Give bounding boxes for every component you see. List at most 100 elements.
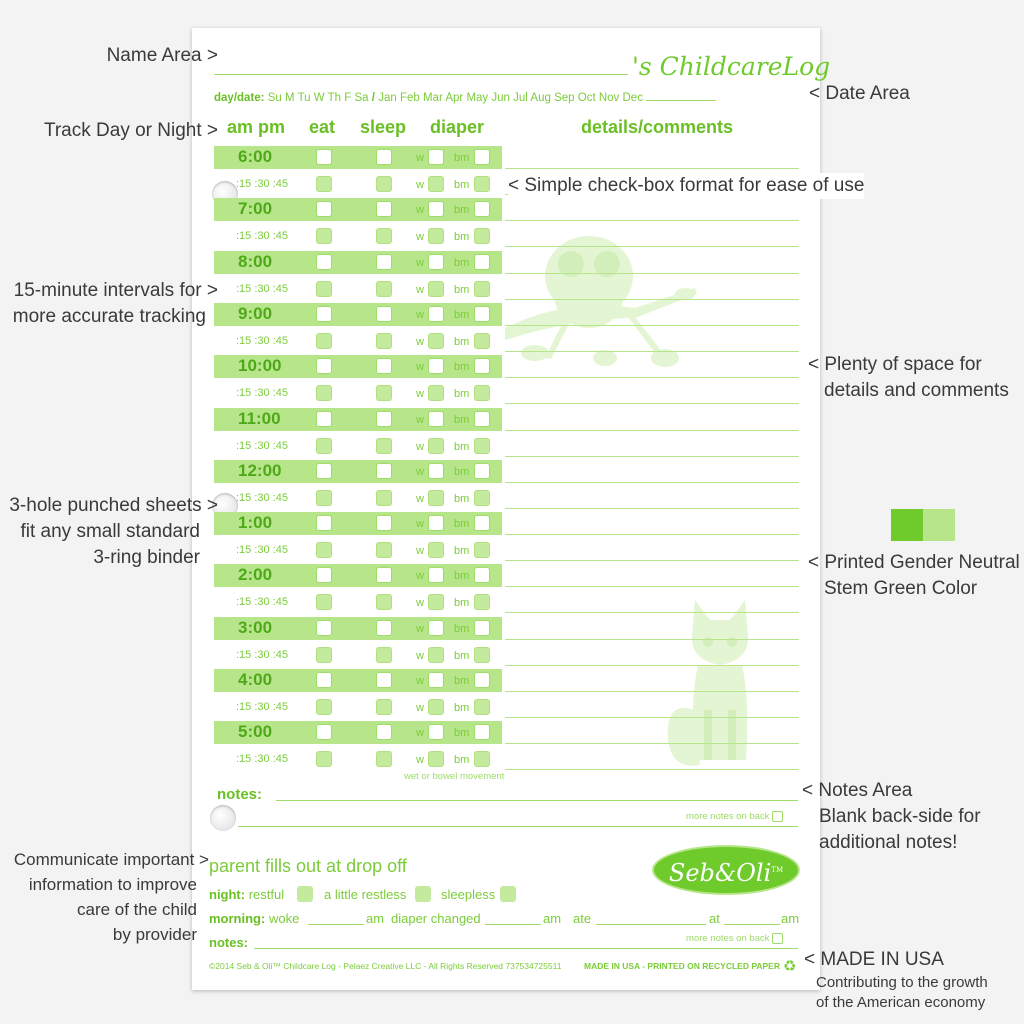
eat-quarter-checkbox[interactable] xyxy=(316,699,332,715)
details-line[interactable] xyxy=(505,769,799,771)
w-quarter-checkbox[interactable] xyxy=(428,542,444,559)
bm-quarter-checkbox[interactable] xyxy=(474,385,490,402)
eat-checkbox[interactable] xyxy=(316,462,332,479)
w-quarter-checkbox[interactable] xyxy=(428,437,444,454)
eat-quarter-checkbox[interactable] xyxy=(316,751,332,768)
w-quarter-checkbox[interactable] xyxy=(428,176,444,192)
ate-line[interactable] xyxy=(596,924,706,925)
eat-checkbox[interactable] xyxy=(316,201,332,218)
eat-checkbox[interactable] xyxy=(316,149,332,165)
bm-quarter-checkbox[interactable] xyxy=(474,542,490,559)
sleep-quarter-checkbox[interactable] xyxy=(376,228,392,245)
w-checkbox[interactable] xyxy=(428,724,444,741)
w-checkbox[interactable] xyxy=(428,358,444,375)
w-checkbox[interactable] xyxy=(428,253,444,270)
month-sep[interactable]: Sep xyxy=(554,92,575,104)
eat-checkbox[interactable] xyxy=(316,724,332,741)
details-line[interactable] xyxy=(505,350,799,352)
eat-checkbox[interactable] xyxy=(316,619,332,636)
name-line[interactable] xyxy=(214,56,628,75)
sleep-quarter-checkbox[interactable] xyxy=(376,176,392,192)
sleep-quarter-checkbox[interactable] xyxy=(376,385,392,402)
details-line[interactable] xyxy=(505,246,799,248)
bm-quarter-checkbox[interactable] xyxy=(474,751,490,768)
month-aug[interactable]: Aug xyxy=(530,92,551,104)
eat-checkbox[interactable] xyxy=(316,515,332,532)
w-checkbox[interactable] xyxy=(428,305,444,322)
eat-quarter-checkbox[interactable] xyxy=(316,332,332,349)
details-line[interactable] xyxy=(505,586,799,588)
w-quarter-checkbox[interactable] xyxy=(428,332,444,349)
sleep-checkbox[interactable] xyxy=(376,724,392,741)
details-line[interactable] xyxy=(505,377,799,379)
woke-time-line[interactable] xyxy=(308,924,364,925)
w-checkbox[interactable] xyxy=(428,462,444,479)
eat-checkbox[interactable] xyxy=(316,253,332,270)
sleep-checkbox[interactable] xyxy=(376,672,392,688)
sleep-quarter-checkbox[interactable] xyxy=(376,594,392,611)
bm-checkbox[interactable] xyxy=(474,201,490,218)
sleep-checkbox[interactable] xyxy=(376,201,392,218)
sleep-quarter-checkbox[interactable] xyxy=(376,699,392,715)
date-line[interactable] xyxy=(646,92,717,101)
day-tu[interactable]: Tu xyxy=(297,92,311,104)
w-quarter-checkbox[interactable] xyxy=(428,280,444,297)
sleep-checkbox[interactable] xyxy=(376,619,392,636)
w-checkbox[interactable] xyxy=(428,567,444,584)
bm-quarter-checkbox[interactable] xyxy=(474,176,490,192)
night-sleepless-checkbox[interactable] xyxy=(500,886,516,902)
sleep-checkbox[interactable] xyxy=(376,358,392,375)
details-line[interactable] xyxy=(505,429,799,431)
parent-notes-line[interactable] xyxy=(254,948,798,949)
sleep-checkbox[interactable] xyxy=(376,515,392,532)
bm-checkbox[interactable] xyxy=(474,462,490,479)
eat-quarter-checkbox[interactable] xyxy=(316,176,332,192)
diaper-changed-line[interactable] xyxy=(485,924,541,925)
month-jun[interactable]: Jun xyxy=(491,92,510,104)
w-checkbox[interactable] xyxy=(428,201,444,218)
eat-checkbox[interactable] xyxy=(316,567,332,584)
details-line[interactable] xyxy=(505,324,799,326)
bm-checkbox[interactable] xyxy=(474,515,490,532)
day-th[interactable]: Th xyxy=(327,92,342,104)
w-quarter-checkbox[interactable] xyxy=(428,646,444,663)
day-f[interactable]: F xyxy=(344,92,352,104)
eat-quarter-checkbox[interactable] xyxy=(316,542,332,559)
w-checkbox[interactable] xyxy=(428,149,444,165)
notes-line-2[interactable] xyxy=(238,826,798,827)
bm-quarter-checkbox[interactable] xyxy=(474,437,490,454)
eat-quarter-checkbox[interactable] xyxy=(316,228,332,245)
sleep-quarter-checkbox[interactable] xyxy=(376,646,392,663)
day-sa[interactable]: Sa xyxy=(354,92,369,104)
details-line[interactable] xyxy=(505,664,799,666)
bm-quarter-checkbox[interactable] xyxy=(474,332,490,349)
w-quarter-checkbox[interactable] xyxy=(428,489,444,506)
month-oct[interactable]: Oct xyxy=(577,92,596,104)
details-line[interactable] xyxy=(505,481,799,483)
sleep-checkbox[interactable] xyxy=(376,253,392,270)
eat-checkbox[interactable] xyxy=(316,305,332,322)
w-checkbox[interactable] xyxy=(428,672,444,688)
month-mar[interactable]: Mar xyxy=(422,92,443,104)
details-line[interactable] xyxy=(505,168,799,169)
bm-checkbox[interactable] xyxy=(474,358,490,375)
details-line[interactable] xyxy=(505,298,799,300)
parent-more-notes-checkbox[interactable] xyxy=(772,933,784,944)
details-line[interactable] xyxy=(505,272,799,274)
w-quarter-checkbox[interactable] xyxy=(428,751,444,768)
bm-quarter-checkbox[interactable] xyxy=(474,280,490,297)
bm-checkbox[interactable] xyxy=(474,619,490,636)
bm-quarter-checkbox[interactable] xyxy=(474,228,490,245)
bm-quarter-checkbox[interactable] xyxy=(474,489,490,506)
bm-checkbox[interactable] xyxy=(474,305,490,322)
sleep-quarter-checkbox[interactable] xyxy=(376,280,392,297)
sleep-checkbox[interactable] xyxy=(376,462,392,479)
w-checkbox[interactable] xyxy=(428,619,444,636)
sleep-quarter-checkbox[interactable] xyxy=(376,751,392,768)
sleep-quarter-checkbox[interactable] xyxy=(376,332,392,349)
details-line[interactable] xyxy=(505,638,799,640)
month-jan[interactable]: Jan xyxy=(378,92,397,104)
month-dec[interactable]: Dec xyxy=(622,92,643,104)
day-w[interactable]: W xyxy=(313,92,325,104)
bm-checkbox[interactable] xyxy=(474,410,490,427)
